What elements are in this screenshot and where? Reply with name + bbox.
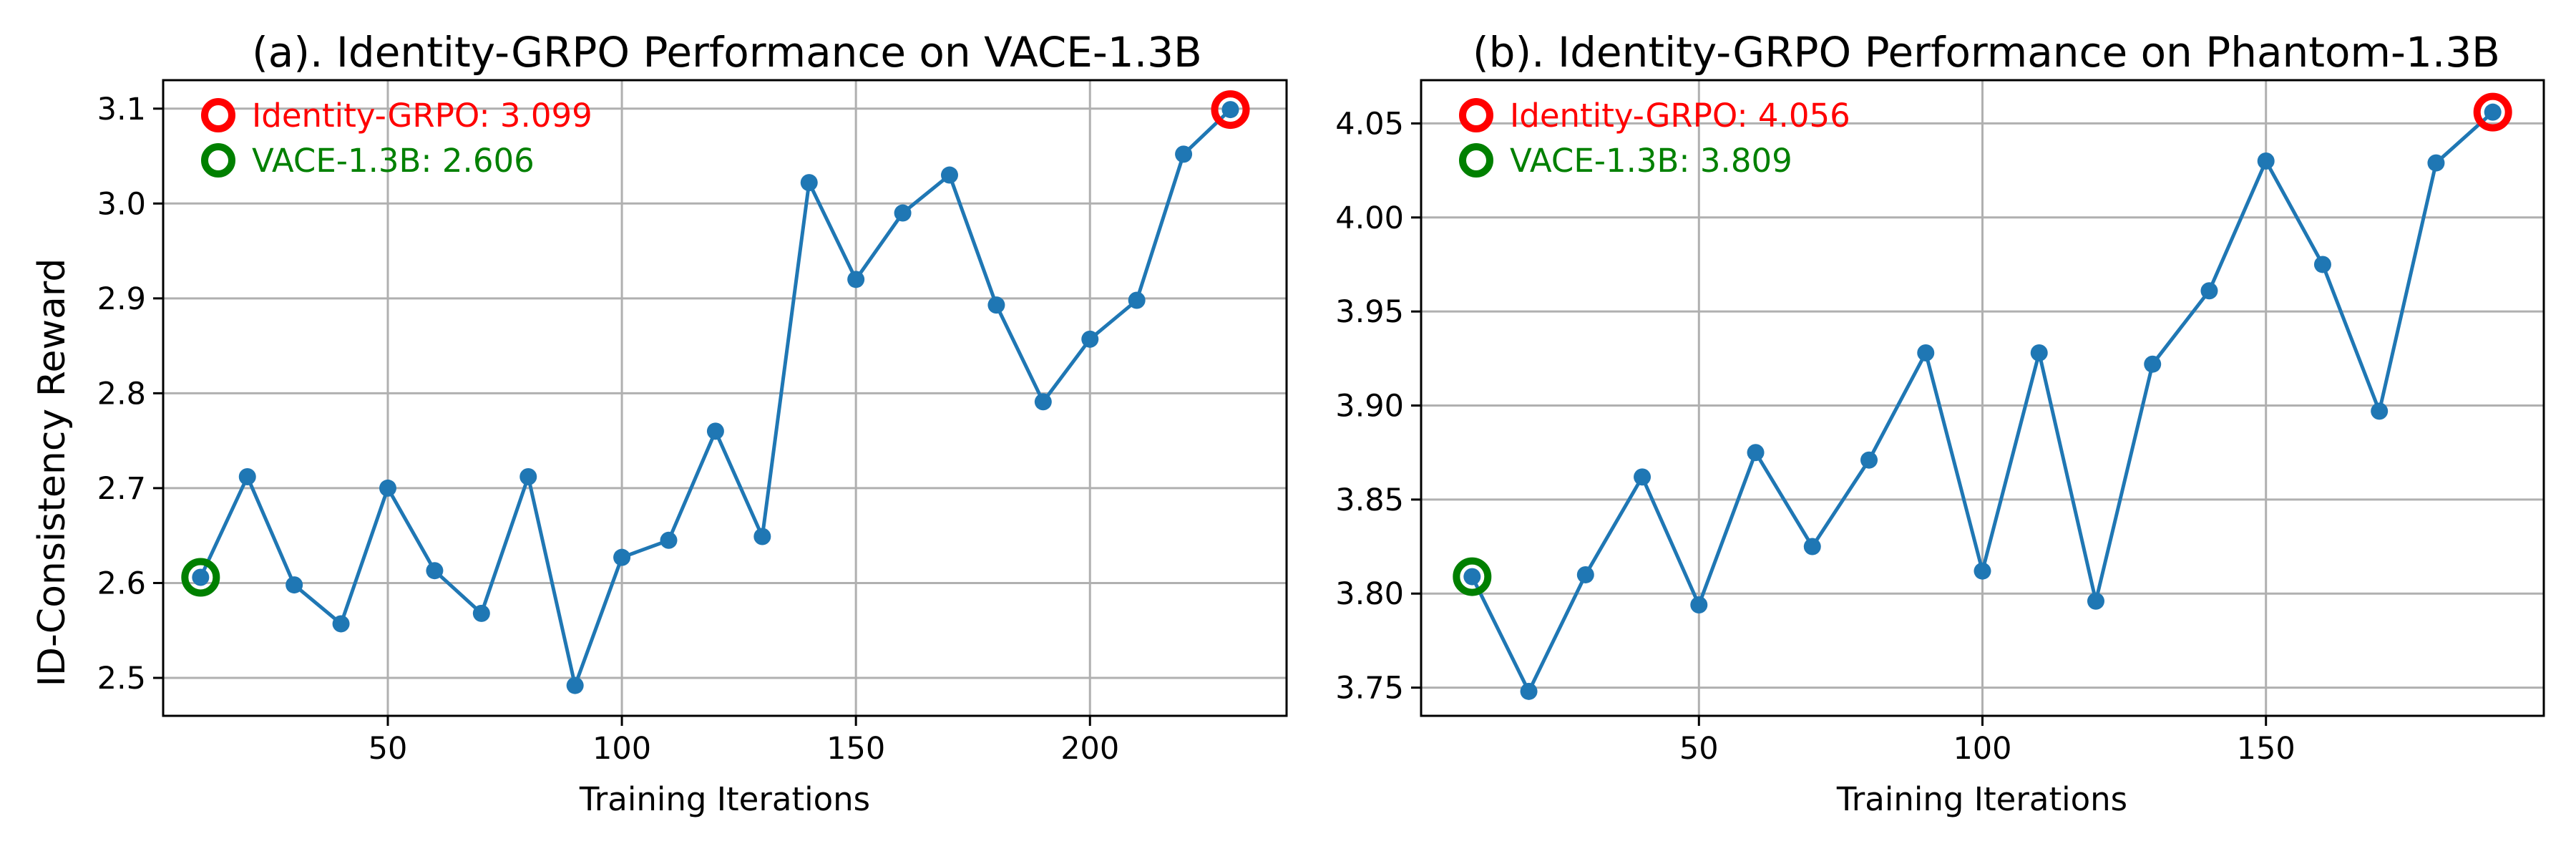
data-point <box>426 562 444 580</box>
data-point <box>706 422 724 440</box>
y-tick-label: 3.1 <box>97 92 146 127</box>
highlight-marker <box>1211 90 1250 130</box>
x-tick-label: 150 <box>2237 731 2296 767</box>
chart-title: (a). Identity-GRPO Performance on VACE-1… <box>252 28 1202 77</box>
x-tick-label: 200 <box>1060 731 1119 767</box>
y-tick-label: 4.05 <box>1335 106 1404 142</box>
data-point <box>2144 355 2162 373</box>
data-point <box>332 615 350 633</box>
data-point <box>1576 566 1594 583</box>
y-tick-label: 3.80 <box>1335 576 1404 612</box>
data-point <box>941 166 958 184</box>
data-point <box>1175 145 1193 163</box>
data-point <box>800 174 818 192</box>
data-point <box>519 468 537 486</box>
legend-label: VACE-1.3B: 3.809 <box>1510 142 1792 180</box>
x-axis-label: Training Iterations <box>1836 780 2127 818</box>
x-tick-label: 50 <box>369 731 408 767</box>
data-point <box>238 468 256 486</box>
data-point <box>1974 562 1991 580</box>
data-point <box>1463 568 1481 586</box>
data-point <box>2030 344 2048 361</box>
plot-frame <box>162 79 1288 717</box>
data-point <box>1634 468 1652 486</box>
data-point <box>1803 538 1821 555</box>
x-tick-label: 50 <box>1679 731 1719 767</box>
data-point <box>2087 592 2104 610</box>
legend-marker <box>201 98 235 132</box>
data-point <box>1520 682 1538 700</box>
y-tick-label: 2.7 <box>97 471 146 507</box>
y-tick-label: 4.00 <box>1335 200 1404 236</box>
data-point <box>2313 256 2331 273</box>
x-tick-label: 100 <box>1953 731 2011 767</box>
data-point <box>2257 152 2275 170</box>
data-point <box>1034 393 1052 411</box>
data-point <box>894 204 912 222</box>
x-tick-label: 150 <box>826 731 885 767</box>
panel-b: (b). Identity-GRPO Performance on Phanto… <box>1335 28 2545 818</box>
highlight-marker <box>2473 92 2512 132</box>
data-point <box>660 531 678 549</box>
chart-title: (b). Identity-GRPO Performance on Phanto… <box>1473 28 2500 77</box>
legend-marker <box>1459 143 1493 178</box>
data-point <box>1221 101 1239 119</box>
legend-label: VACE-1.3B: 2.606 <box>252 142 535 180</box>
data-point <box>847 271 865 288</box>
legend-marker <box>201 143 235 178</box>
legend-marker <box>1459 98 1493 132</box>
data-point <box>379 479 396 497</box>
data-point <box>1690 596 1708 613</box>
data-point <box>1747 444 1765 462</box>
data-point <box>753 528 771 545</box>
data-point <box>2484 103 2502 121</box>
data-point <box>2427 154 2445 172</box>
y-tick-label: 2.5 <box>97 661 146 697</box>
y-tick-label: 3.75 <box>1335 671 1404 707</box>
y-tick-label: 3.85 <box>1335 482 1404 518</box>
y-axis-label: ID-Consistency Reward <box>31 258 74 687</box>
data-point <box>192 568 210 586</box>
data-point <box>472 604 490 622</box>
data-point <box>1860 451 1878 469</box>
data-point <box>1128 291 1146 309</box>
data-point <box>1917 344 1935 361</box>
data-point <box>2200 282 2218 300</box>
panel-a: (a). Identity-GRPO Performance on VACE-1… <box>31 28 1288 818</box>
data-point <box>987 296 1005 314</box>
data-point <box>613 548 631 566</box>
x-axis-label: Training Iterations <box>579 780 870 818</box>
data-point <box>2371 402 2389 420</box>
highlight-marker <box>1453 557 1492 596</box>
y-tick-label: 3.90 <box>1335 389 1404 424</box>
data-point <box>1081 330 1099 348</box>
legend-label: Identity-GRPO: 4.056 <box>1510 97 1850 135</box>
data-point <box>566 676 584 694</box>
y-tick-label: 3.0 <box>97 186 146 222</box>
y-tick-label: 3.95 <box>1335 294 1404 330</box>
series-line <box>199 108 1232 688</box>
legend-label: Identity-GRPO: 3.099 <box>252 97 592 135</box>
x-tick-label: 100 <box>592 731 651 767</box>
y-tick-label: 2.8 <box>97 376 146 412</box>
y-tick-label: 2.9 <box>97 281 146 317</box>
y-tick-label: 2.6 <box>97 566 146 601</box>
data-point <box>286 576 303 594</box>
highlight-marker <box>181 558 220 597</box>
